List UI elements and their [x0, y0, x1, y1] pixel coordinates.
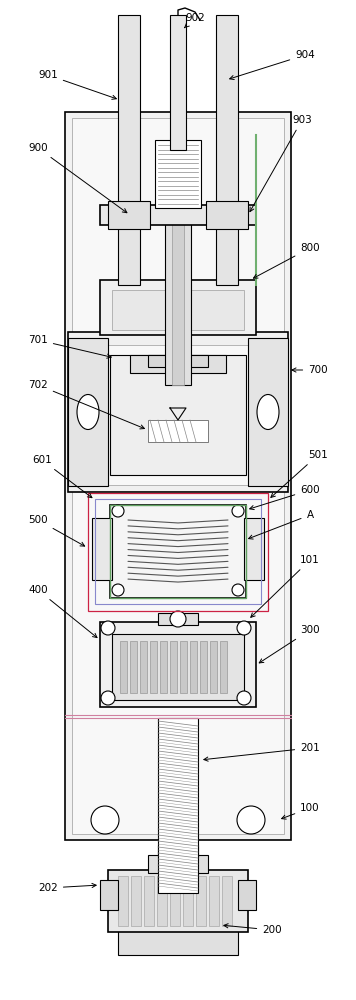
Bar: [155, 140, 201, 208]
Bar: [130, 641, 137, 693]
Bar: [100, 280, 256, 335]
Bar: [172, 185, 184, 385]
Text: 904: 904: [230, 50, 315, 80]
Bar: [196, 876, 206, 926]
Bar: [120, 641, 127, 693]
Bar: [157, 876, 167, 926]
Polygon shape: [170, 408, 186, 420]
Bar: [100, 880, 118, 910]
Circle shape: [91, 806, 119, 834]
Ellipse shape: [77, 394, 99, 430]
Bar: [110, 505, 246, 598]
Bar: [190, 641, 197, 693]
Text: 700: 700: [292, 365, 328, 375]
Bar: [148, 420, 208, 442]
Bar: [68, 338, 108, 486]
Text: 600: 600: [250, 485, 320, 510]
Circle shape: [232, 584, 244, 596]
Circle shape: [101, 621, 115, 635]
Text: 903: 903: [250, 115, 312, 212]
Bar: [72, 118, 284, 834]
Circle shape: [112, 584, 124, 596]
Bar: [206, 201, 248, 229]
Bar: [65, 112, 291, 840]
Bar: [118, 15, 140, 285]
Bar: [220, 641, 227, 693]
Text: 400: 400: [28, 585, 97, 638]
Bar: [95, 499, 261, 604]
Bar: [150, 641, 157, 693]
Circle shape: [101, 691, 115, 705]
Bar: [112, 634, 244, 700]
Text: 100: 100: [282, 803, 320, 819]
Bar: [158, 718, 198, 893]
Bar: [130, 355, 226, 373]
Circle shape: [237, 691, 251, 705]
Circle shape: [237, 806, 265, 834]
Bar: [112, 290, 244, 330]
Text: 300: 300: [259, 625, 320, 663]
Bar: [170, 641, 177, 693]
Bar: [144, 876, 154, 926]
Ellipse shape: [257, 394, 279, 430]
Bar: [209, 876, 219, 926]
Circle shape: [237, 621, 251, 635]
Bar: [68, 332, 288, 492]
Bar: [108, 870, 248, 932]
Text: 900: 900: [28, 143, 127, 213]
Bar: [244, 518, 264, 580]
Bar: [118, 876, 128, 926]
Text: 202: 202: [38, 883, 96, 893]
Bar: [118, 930, 238, 955]
Bar: [200, 641, 207, 693]
Bar: [210, 641, 217, 693]
Bar: [148, 355, 208, 367]
Bar: [100, 622, 256, 707]
Bar: [180, 641, 187, 693]
Text: 101: 101: [251, 555, 320, 617]
Bar: [88, 493, 268, 611]
Bar: [238, 880, 256, 910]
Text: 800: 800: [253, 243, 320, 278]
Text: 702: 702: [28, 380, 145, 429]
Bar: [100, 205, 256, 225]
Text: 901: 901: [38, 70, 116, 99]
Text: 902: 902: [184, 13, 205, 28]
Circle shape: [170, 611, 186, 627]
Bar: [158, 845, 198, 857]
Bar: [82, 345, 274, 485]
Bar: [248, 338, 288, 486]
Bar: [158, 613, 198, 625]
Circle shape: [112, 505, 124, 517]
Text: A: A: [248, 510, 314, 539]
Text: 200: 200: [224, 924, 282, 935]
Bar: [170, 876, 180, 926]
Bar: [183, 876, 193, 926]
Circle shape: [232, 505, 244, 517]
Text: 601: 601: [32, 455, 92, 498]
Bar: [222, 876, 232, 926]
Text: 201: 201: [204, 743, 320, 761]
Text: 500: 500: [28, 515, 85, 546]
Bar: [170, 15, 186, 150]
Bar: [148, 855, 208, 873]
Bar: [131, 876, 141, 926]
Bar: [216, 15, 238, 285]
Bar: [92, 518, 112, 580]
Text: 701: 701: [28, 335, 111, 358]
Bar: [110, 355, 246, 475]
Bar: [160, 641, 167, 693]
Text: 501: 501: [271, 450, 328, 497]
Bar: [108, 201, 150, 229]
Bar: [110, 505, 246, 598]
Bar: [165, 185, 191, 385]
Bar: [140, 641, 147, 693]
